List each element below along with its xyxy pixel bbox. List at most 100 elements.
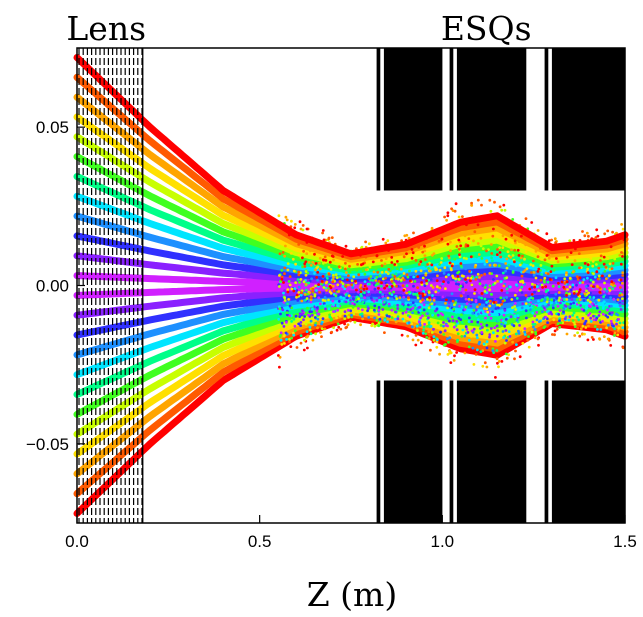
- beam-particle: [514, 264, 518, 268]
- beam-particle: [320, 335, 323, 338]
- beam-particle: [621, 332, 625, 336]
- beam-particle: [435, 340, 439, 344]
- beam-particle: [583, 292, 587, 296]
- beam-particle: [283, 289, 286, 293]
- beam-particle: [479, 236, 483, 240]
- beam-particle: [466, 295, 470, 298]
- beam-particle: [335, 316, 338, 320]
- beam-particle: [313, 323, 317, 327]
- beam-particle: [318, 322, 321, 326]
- beam-particle: [507, 330, 511, 333]
- beam-particle: [430, 226, 434, 230]
- beam-particle: [576, 331, 579, 335]
- beam-particle: [601, 312, 605, 316]
- beam-particle: [338, 314, 342, 318]
- beam-particle: [425, 282, 429, 286]
- beam-particle: [583, 262, 587, 265]
- beam-particle: [476, 223, 480, 227]
- beam-particle: [478, 279, 482, 283]
- beam-particle: [309, 300, 313, 304]
- beam-particle: [554, 276, 558, 280]
- esq-electrode-top: [383, 48, 443, 191]
- beam-particle: [432, 335, 436, 339]
- beam-particle: [469, 277, 473, 280]
- beam-particle: [565, 291, 568, 295]
- beam-particle: [387, 267, 391, 271]
- beam-particle: [421, 314, 424, 318]
- beam-particle: [504, 237, 508, 241]
- beam-particle: [454, 277, 458, 281]
- beam-particle: [402, 272, 406, 275]
- beam-particle: [493, 281, 497, 285]
- beam-particle: [477, 295, 481, 299]
- beam-particle: [514, 349, 517, 353]
- beam-particle: [390, 261, 394, 264]
- beam-particle: [303, 338, 306, 342]
- beam-particle: [422, 328, 425, 332]
- beam-particle: [607, 291, 611, 295]
- beam-particle: [501, 339, 505, 342]
- beam-particle: [591, 260, 595, 263]
- beam-particle: [472, 363, 476, 366]
- beam-particle: [480, 274, 483, 277]
- beam-particle: [332, 273, 335, 277]
- beam-particle: [323, 295, 327, 299]
- beam-particle: [488, 272, 492, 275]
- beam-particle: [513, 248, 517, 252]
- beam-particle: [581, 317, 585, 320]
- beam-particle: [457, 282, 461, 286]
- beam-particle: [380, 284, 383, 288]
- beam-particle: [534, 332, 538, 336]
- beam-particle: [395, 300, 398, 304]
- y-tick-label: 0.00: [36, 277, 69, 296]
- beam-particle: [354, 292, 358, 296]
- beam-particle: [616, 298, 620, 302]
- beam-particle: [300, 291, 303, 295]
- beam-particle: [345, 271, 348, 274]
- beam-particle: [476, 198, 480, 202]
- beam-particle: [443, 215, 446, 219]
- beam-particle: [495, 349, 499, 352]
- beam-particle: [403, 234, 407, 238]
- beam-particle: [284, 215, 288, 219]
- beam-particle: [431, 286, 435, 289]
- beam-particle: [575, 315, 579, 319]
- beam-particle: [481, 247, 485, 251]
- beam-particle: [436, 313, 440, 317]
- beam-particle: [546, 321, 549, 324]
- beam-particle: [515, 297, 519, 300]
- beam-particle: [422, 325, 426, 329]
- beam-particle: [550, 238, 553, 242]
- beam-particle: [316, 278, 319, 282]
- beam-particle: [431, 268, 434, 271]
- beam-particle: [435, 285, 439, 289]
- beam-particle: [578, 281, 582, 285]
- beam-particle: [483, 320, 487, 323]
- beam-particle: [481, 284, 485, 287]
- beam-particle: [606, 229, 610, 233]
- beam-particle: [425, 237, 428, 240]
- beam-particle: [552, 301, 556, 305]
- beam-particle: [427, 337, 431, 340]
- beam-particle: [485, 346, 489, 350]
- beam-particle: [585, 231, 589, 235]
- beam-particle: [454, 310, 458, 314]
- beam-particle: [577, 318, 581, 322]
- beam-particle: [608, 262, 612, 266]
- hardware-layer: Lens ESQs: [66, 9, 625, 523]
- beam-particle: [520, 274, 524, 278]
- beam-particle: [286, 288, 290, 292]
- beam-particle: [441, 285, 445, 288]
- beam-particle: [536, 337, 540, 341]
- beam-particle: [585, 289, 588, 293]
- beam-particle: [364, 268, 368, 272]
- beam-particle: [528, 287, 532, 291]
- beam-particle: [359, 283, 363, 287]
- beam-particle: [469, 279, 472, 283]
- beam-particle: [515, 290, 519, 293]
- beam-particle: [386, 272, 390, 275]
- beam-particle: [336, 308, 340, 312]
- beam-particle: [464, 278, 467, 281]
- beam-particle: [297, 291, 301, 294]
- beam-particle: [613, 257, 617, 261]
